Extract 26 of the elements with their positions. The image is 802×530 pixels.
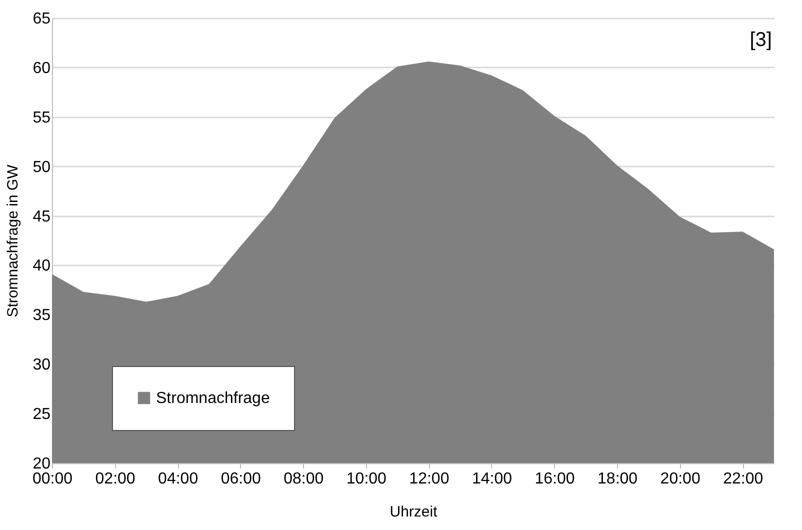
x-tick-label: 06:00 [220,470,261,488]
x-tick-label: 08:00 [284,470,324,488]
x-tick-label: 14:00 [472,470,512,488]
y-tick-label: 35 [32,307,51,324]
x-tick-label: 04:00 [158,470,198,488]
y-tick-label: 40 [32,258,51,275]
x-tick-label: 10:00 [346,470,387,488]
y-tick-label: 20 [32,456,51,472]
x-tick-label: 18:00 [598,470,638,488]
y-tick-label: 60 [32,60,51,77]
x-axis-title: Uhrzeit [390,504,438,520]
y-tick-label: 30 [32,356,51,374]
y-tick-label: 25 [32,406,51,424]
y-tick-label: 50 [32,158,51,176]
x-tick-label: 02:00 [95,470,136,488]
y-axis-title: Stromnachfrage in GW [4,164,22,318]
x-tick-label: 00:00 [32,470,73,488]
legend-label: Stromnachfrage [156,390,270,407]
x-tick-label: 22:00 [723,470,764,488]
annotation: [3] [750,29,772,51]
x-tick-label: 20:00 [660,470,700,488]
x-tick-label: 12:00 [409,470,450,488]
y-tick-label: 45 [32,208,51,226]
y-tick-label: 65 [32,10,51,28]
y-tick-label: 55 [32,109,51,126]
x-tick-label: 16:00 [534,470,575,488]
